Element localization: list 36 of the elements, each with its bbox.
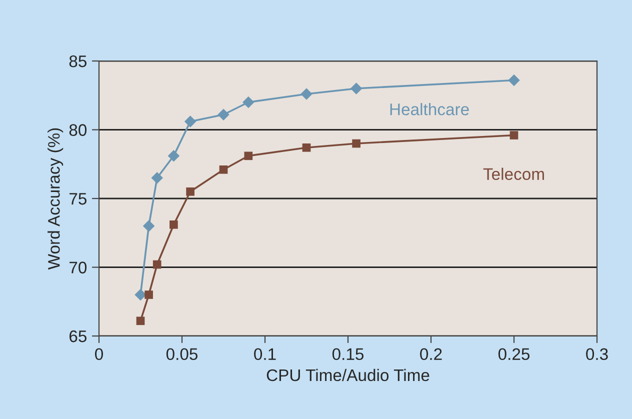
x-axis-title: CPU Time/Audio Time: [266, 368, 430, 382]
x-tick-label: 0.2: [420, 348, 442, 360]
point: [300, 88, 312, 100]
series-label: Healthcare: [390, 103, 469, 116]
point: [508, 74, 520, 86]
point: [168, 150, 180, 162]
point: [219, 165, 228, 174]
point: [134, 288, 146, 301]
point: [186, 187, 194, 196]
point: [170, 220, 178, 229]
point: [244, 152, 253, 160]
point: [144, 290, 153, 299]
x-tick-label: 0.15: [332, 348, 364, 360]
y-axis-title: Word Accuracy (%): [48, 128, 64, 270]
point: [242, 96, 254, 108]
x-tick-label: 0.05: [166, 348, 198, 360]
point: [184, 116, 196, 128]
point: [350, 82, 362, 94]
point: [218, 108, 230, 121]
x-tick-label: 0.3: [586, 348, 608, 360]
point: [136, 316, 145, 326]
y-tick-label: 65: [70, 330, 86, 342]
x-tick-label: 0: [95, 348, 103, 360]
y-tick-label: 80: [69, 124, 87, 136]
series-label: Telecom: [483, 168, 544, 180]
x-tick-label: 0.1: [254, 348, 276, 360]
point: [152, 260, 162, 269]
y-tick-label: 75: [70, 193, 86, 205]
point: [352, 139, 360, 148]
point: [302, 143, 311, 152]
y-tick-label: 85: [69, 55, 86, 68]
point: [142, 220, 155, 232]
x-tick-label: 0.25: [498, 348, 530, 360]
point: [151, 172, 163, 184]
point: [510, 131, 518, 140]
y-tick-label: 70: [70, 262, 87, 274]
